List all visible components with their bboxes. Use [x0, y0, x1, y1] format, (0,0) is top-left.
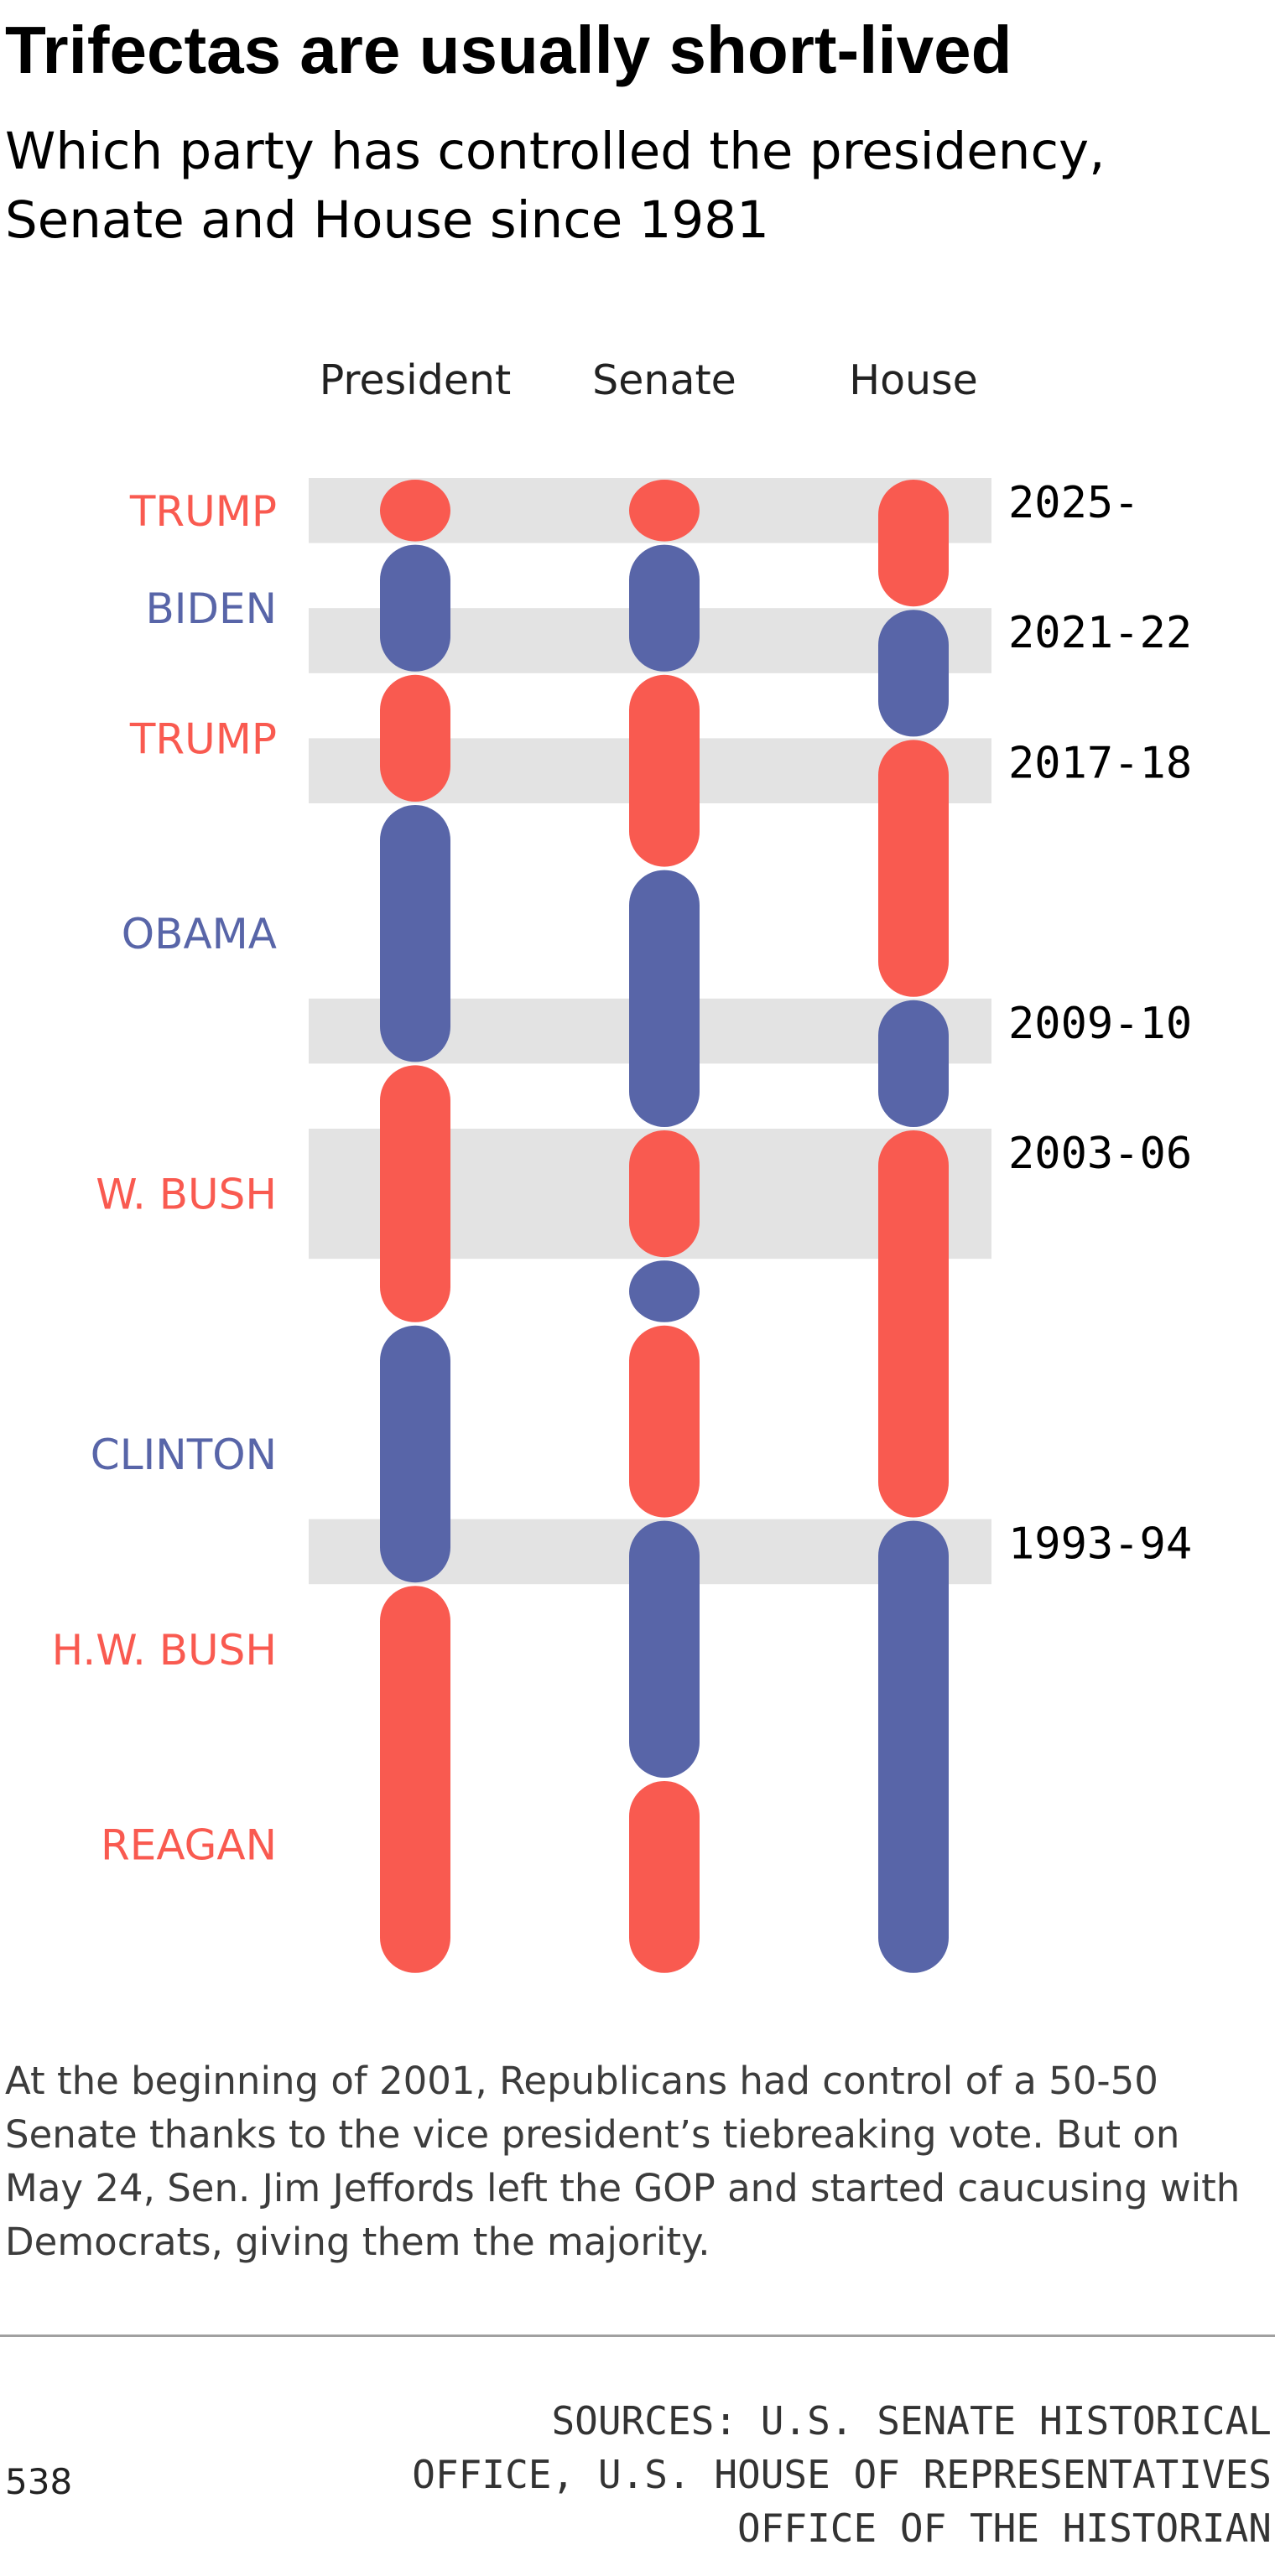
party-capsule: [629, 1781, 700, 1973]
trifecta-year-labels: 2025- 2021-22 2017-18 2009-10 2003-06 1993-94: [1008, 478, 1192, 1570]
party-capsule: [380, 480, 450, 542]
column-header: President: [320, 356, 512, 404]
party-capsule: [878, 480, 949, 607]
party-capsule: [629, 1520, 700, 1778]
brand-logo-text: 538: [5, 2461, 73, 2502]
president-label: TRUMP: [129, 487, 277, 536]
trifecta-chart: President Senate House TRUMP BIDEN TRUMP OBAM…: [52, 356, 1192, 1973]
president-label: CLINTON: [91, 1431, 277, 1479]
party-capsule: [878, 1130, 949, 1518]
party-capsule: [629, 1260, 700, 1322]
party-capsule: [629, 480, 700, 542]
sources: SOURCES: U.S. SENATE HISTORICAL OFFICE, …: [332, 2394, 1272, 2555]
trifecta-year-label: 1993-94: [1008, 1519, 1192, 1570]
party-capsule: [629, 1325, 700, 1518]
sources-line: OFFICE, U.S. HOUSE OF REPRESENTATIVES: [412, 2452, 1272, 2497]
trifecta-year-label: 2025-: [1008, 478, 1140, 528]
president-labels: TRUMP BIDEN TRUMP OBAMA W. BUSH CLINTON H.W. B…: [52, 487, 277, 1870]
president-label: BIDEN: [145, 584, 277, 633]
party-capsule: [380, 1065, 450, 1322]
column-headers: President Senate House: [320, 356, 978, 404]
party-capsule: [629, 674, 700, 867]
chart-subtitle: Which party has controlled the presidenc…: [5, 122, 1106, 250]
party-capsule: [878, 740, 949, 997]
party-capsule: [380, 805, 450, 1062]
party-capsule: [878, 1520, 949, 1973]
party-capsule: [380, 544, 450, 672]
party-capsule: [629, 1130, 700, 1258]
party-capsule: [380, 1586, 450, 1973]
president-label: OBAMA: [122, 910, 277, 958]
trifecta-year-label: 2021-22: [1008, 608, 1192, 658]
party-capsule: [629, 870, 700, 1127]
divider: [0, 2334, 1275, 2337]
president-label: W. BUSH: [96, 1171, 277, 1219]
party-capsule: [380, 674, 450, 802]
party-capsules: [380, 480, 949, 1973]
trifecta-year-label: 2009-10: [1008, 999, 1192, 1049]
president-label: REAGAN: [101, 1821, 277, 1870]
party-capsule: [878, 1000, 949, 1127]
column-header: House: [849, 356, 978, 404]
column-header: Senate: [592, 356, 736, 404]
party-capsule: [629, 544, 700, 672]
chart-title: Trifectas are usually short-lived: [5, 13, 1012, 87]
trifecta-year-label: 2017-18: [1008, 738, 1192, 788]
party-capsule: [380, 1325, 450, 1583]
sources-line: SOURCES: U.S. SENATE HISTORICAL: [551, 2398, 1272, 2444]
footnote: At the beginning of 2001, Republicans ha…: [5, 2059, 1241, 2264]
sources-line: OFFICE OF THE HISTORIAN: [737, 2506, 1272, 2551]
president-label: TRUMP: [129, 714, 277, 763]
president-label: H.W. BUSH: [52, 1626, 277, 1675]
trifecta-year-label: 2003-06: [1008, 1129, 1192, 1179]
party-capsule: [878, 610, 949, 737]
